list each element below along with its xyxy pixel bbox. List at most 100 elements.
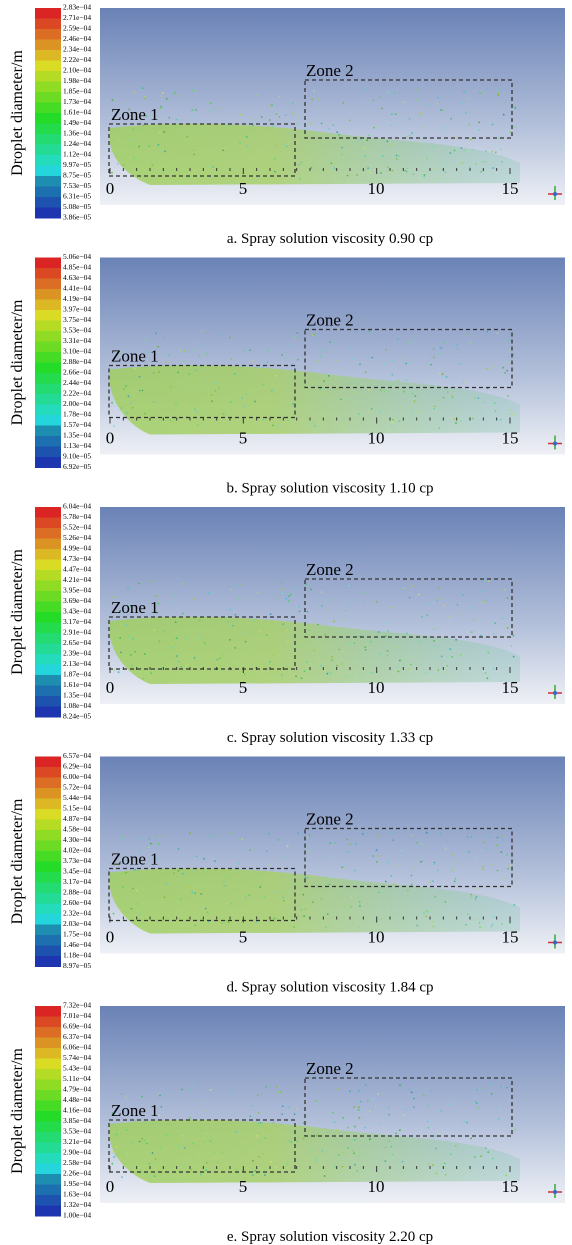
droplet xyxy=(367,167,369,170)
droplet xyxy=(281,1113,283,1116)
zone-label: Zone 1 xyxy=(111,1101,159,1120)
droplet xyxy=(475,896,478,898)
droplet xyxy=(290,640,293,643)
droplet xyxy=(413,1097,415,1100)
droplet xyxy=(397,670,400,673)
droplet xyxy=(130,139,133,142)
droplet xyxy=(257,1124,260,1127)
droplet xyxy=(323,1175,326,1177)
droplet xyxy=(509,131,512,133)
colorbar-segment xyxy=(35,903,61,915)
droplet xyxy=(134,1119,137,1122)
droplet xyxy=(156,611,159,614)
droplet xyxy=(432,925,435,928)
droplet xyxy=(235,1169,238,1172)
droplet xyxy=(463,1120,465,1123)
droplet xyxy=(506,1086,508,1089)
droplet xyxy=(494,151,497,154)
droplet xyxy=(134,650,137,653)
droplet xyxy=(416,924,419,927)
droplet xyxy=(417,593,420,596)
colorbar-segment xyxy=(35,373,61,384)
droplet xyxy=(194,408,197,411)
spray-cloud xyxy=(110,365,520,435)
droplet xyxy=(433,863,435,865)
droplet xyxy=(302,1122,305,1124)
droplet xyxy=(319,355,322,358)
droplet xyxy=(293,336,295,338)
droplet xyxy=(299,177,301,180)
droplet xyxy=(244,640,247,643)
droplet xyxy=(312,90,315,92)
droplet xyxy=(120,651,122,654)
x-tick-label: 10 xyxy=(368,678,385,697)
droplet xyxy=(171,642,174,645)
x-tick-label: 5 xyxy=(239,1177,248,1196)
droplet xyxy=(320,122,323,125)
droplet xyxy=(385,348,387,351)
droplet xyxy=(320,604,323,607)
droplet xyxy=(194,892,197,894)
axes-icon xyxy=(553,940,557,945)
droplet xyxy=(157,345,160,348)
colorbar-segment xyxy=(35,1205,61,1217)
droplet xyxy=(403,587,406,590)
colorbar-label: 3.43e−04 xyxy=(63,607,91,616)
colorbar-segment xyxy=(35,924,61,936)
droplet xyxy=(310,166,313,169)
droplet xyxy=(292,403,294,405)
droplet xyxy=(142,124,145,127)
droplet xyxy=(169,896,172,899)
colorbar-segment xyxy=(35,914,61,925)
colorbar-segment xyxy=(35,830,61,841)
droplet xyxy=(200,1173,202,1176)
colorbar-segment xyxy=(35,756,61,768)
droplet xyxy=(415,89,417,92)
droplet xyxy=(386,140,389,143)
droplet xyxy=(335,359,337,362)
droplet xyxy=(364,646,367,649)
droplet xyxy=(505,1174,508,1177)
droplet xyxy=(396,864,399,866)
droplet xyxy=(397,379,400,382)
droplet xyxy=(357,140,359,143)
droplet xyxy=(151,164,154,167)
droplet xyxy=(353,1125,356,1128)
droplet xyxy=(410,874,413,877)
droplet xyxy=(408,1087,411,1090)
droplet xyxy=(203,857,206,860)
droplet xyxy=(223,148,226,151)
droplet xyxy=(433,628,435,631)
droplet xyxy=(475,887,477,890)
x-tick-label: 15 xyxy=(502,928,519,947)
droplet xyxy=(258,876,260,879)
droplet xyxy=(306,661,308,663)
droplet xyxy=(254,400,256,403)
colorbar-segment xyxy=(35,60,61,72)
colorbar-label: 2.88e−04 xyxy=(63,357,91,366)
droplet xyxy=(383,362,386,365)
droplet xyxy=(502,113,505,116)
droplet xyxy=(183,1147,186,1149)
zone-label: Zone 2 xyxy=(306,61,354,80)
droplet xyxy=(475,857,477,859)
colorbar-label: 4.21e−04 xyxy=(63,575,91,584)
droplet xyxy=(192,90,195,92)
droplet xyxy=(433,861,436,864)
droplet xyxy=(444,171,447,174)
droplet xyxy=(136,903,139,905)
colorbar-segment xyxy=(35,893,61,904)
droplet xyxy=(272,654,275,657)
colorbar-segment xyxy=(35,18,61,30)
droplet xyxy=(324,926,327,929)
caption: c. Spray solution viscosity 1.33 cp xyxy=(227,730,433,746)
colorbar-label: 8.97e−05 xyxy=(63,961,91,970)
droplet xyxy=(453,418,456,420)
droplet xyxy=(390,124,393,127)
x-tick-label: 15 xyxy=(502,678,519,697)
droplet xyxy=(407,889,409,892)
droplet xyxy=(468,123,471,126)
droplet xyxy=(130,907,133,910)
droplet xyxy=(273,917,276,920)
droplet xyxy=(436,599,439,602)
